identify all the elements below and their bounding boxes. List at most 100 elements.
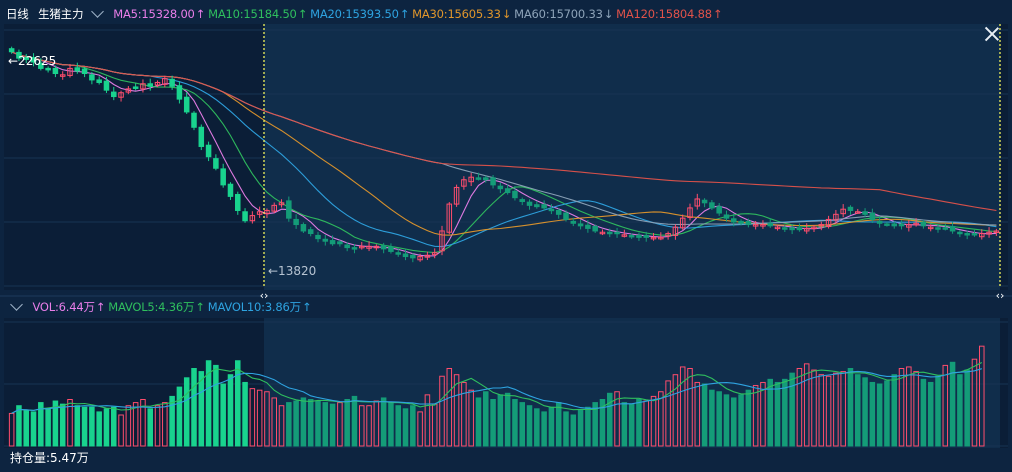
volume-bar	[344, 399, 350, 447]
candle-body	[300, 224, 307, 232]
moving-average-lines	[11, 51, 997, 257]
volume-bar	[315, 400, 321, 447]
volume-bar	[679, 366, 686, 447]
volume-bar	[264, 391, 270, 447]
candle-body	[847, 206, 854, 211]
candle-body	[52, 67, 59, 75]
candle-body	[898, 223, 905, 227]
period-label[interactable]: 日线	[6, 7, 29, 21]
candle-body	[782, 227, 788, 230]
candle-body	[512, 190, 518, 199]
chevron-down-icon[interactable]	[10, 298, 23, 311]
volume-bar	[395, 405, 401, 447]
candle-body	[490, 177, 496, 186]
candle-body	[541, 204, 547, 209]
range-handle-left-icon[interactable]: ‹›	[259, 289, 269, 302]
candle-body	[577, 223, 584, 227]
volume-bar	[519, 402, 525, 447]
candle-body	[949, 225, 956, 232]
volume-bar	[658, 391, 664, 447]
candle-body	[45, 67, 51, 71]
ma-legend-item: MA120:15804.88↑	[616, 5, 722, 23]
volume-bar	[957, 374, 963, 447]
volume-bar	[650, 395, 657, 447]
vol-legend-item: VOL:6.44万↑	[32, 298, 105, 316]
low-price-label: ←13820	[268, 264, 317, 278]
candle-body	[614, 231, 620, 235]
volume-bar	[607, 392, 613, 447]
volume-bar	[891, 374, 897, 447]
volume-bar	[694, 381, 701, 447]
volume-bar	[869, 381, 876, 447]
candle-body	[811, 226, 817, 230]
trend-arrow-icon: ↑	[297, 7, 308, 21]
ma20-line	[11, 51, 997, 248]
candle-body	[315, 234, 321, 240]
volume-bar	[351, 395, 358, 447]
candle-body	[716, 206, 722, 214]
candle-body	[446, 203, 453, 233]
volume-bar	[380, 397, 387, 447]
volume-bar	[672, 374, 679, 447]
candle-body	[59, 74, 66, 77]
candle-body	[373, 245, 380, 249]
volume-bar	[592, 402, 598, 447]
candle-body	[344, 244, 350, 249]
volume-bar	[555, 402, 562, 447]
candle-body	[534, 204, 540, 208]
candle-body	[337, 241, 343, 245]
candle-body	[74, 67, 81, 72]
instrument-label[interactable]: 生猪主力	[38, 7, 84, 21]
ma-legend: MA5:15328.00↑ MA10:15184.50↑ MA20:15393.50…	[113, 5, 725, 23]
volume-bar	[906, 366, 912, 447]
volume-bar	[927, 381, 934, 447]
candle-body	[986, 231, 992, 235]
candle-body	[176, 85, 183, 100]
volume-bar	[162, 402, 168, 447]
candle-body	[67, 67, 73, 76]
volume-bars	[8, 345, 985, 447]
close-icon[interactable]	[984, 26, 1000, 42]
candle-body	[38, 62, 44, 69]
vol-legend-item: MAVOL5:4.36万↑	[108, 298, 205, 316]
volume-bar	[271, 397, 277, 447]
candle-body	[366, 245, 372, 249]
volume-bar	[59, 403, 66, 447]
range-handle-right-icon[interactable]: ‹›	[995, 289, 1005, 302]
candle-body	[723, 214, 730, 219]
volume-bar	[402, 408, 409, 447]
candle-body	[731, 218, 737, 223]
volume-bar	[585, 406, 591, 447]
candle-body	[971, 233, 978, 236]
volume-bar	[366, 405, 372, 447]
volume-bar	[132, 402, 139, 447]
trend-arrow-icon: ↑	[301, 300, 312, 314]
volume-bar	[81, 406, 88, 447]
candle-body	[118, 92, 124, 98]
volume-bar	[563, 411, 569, 447]
candle-body	[607, 231, 613, 235]
volume-bar	[227, 374, 234, 447]
volume-bar	[111, 406, 117, 447]
candle-body	[271, 204, 277, 212]
open-interest-label: 持仓量:5.47万	[10, 451, 89, 465]
candle-body	[439, 230, 445, 252]
volume-bar	[847, 368, 854, 447]
volume-bar	[278, 405, 285, 447]
candle-body	[694, 198, 701, 207]
candle-body	[687, 207, 693, 219]
candle-body	[964, 233, 970, 236]
volume-bar	[942, 364, 949, 447]
volume-bar	[782, 378, 788, 447]
volume-bar	[964, 369, 970, 447]
candle-body	[220, 168, 226, 186]
candle-body	[760, 224, 766, 227]
volume-bar	[913, 371, 919, 447]
vol-legend-item: MAVOL10:3.86万↑	[208, 298, 312, 316]
trend-arrow-icon: ↓	[603, 7, 614, 21]
candle-body	[249, 215, 256, 222]
candle-body	[891, 223, 897, 227]
chevron-down-icon[interactable]	[90, 5, 104, 18]
candle-body	[585, 224, 591, 229]
